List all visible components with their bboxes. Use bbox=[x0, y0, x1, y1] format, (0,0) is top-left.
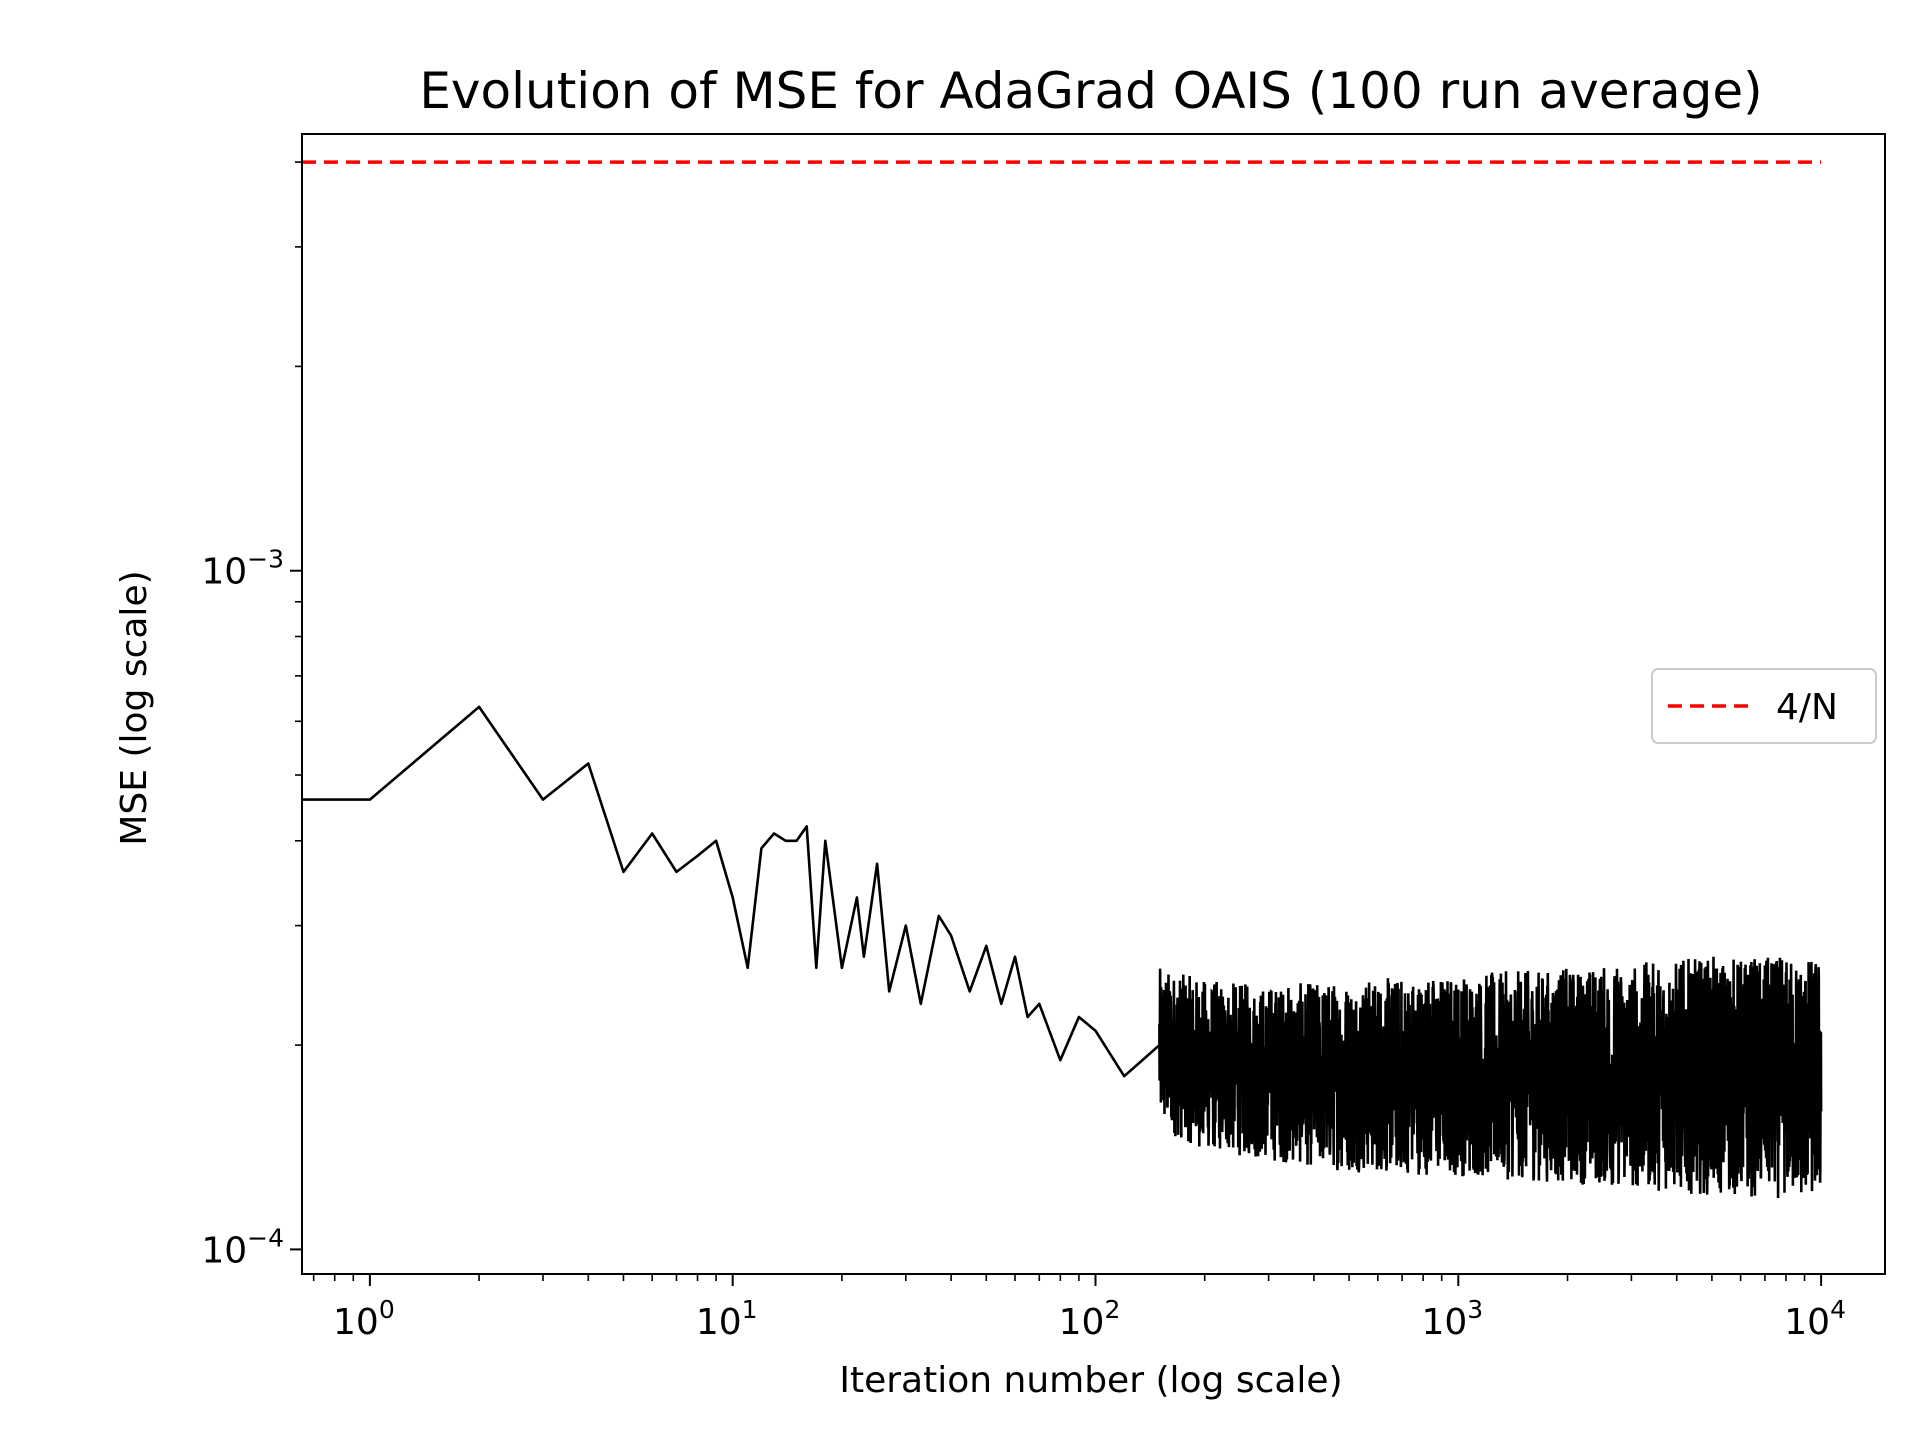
y-tick-label: 10−3 bbox=[201, 545, 284, 593]
legend: 4/N bbox=[1651, 668, 1877, 744]
x-tick-label: 100 bbox=[333, 1295, 395, 1343]
plot-area bbox=[302, 160, 1823, 1199]
y-axis-label: MSE (log scale) bbox=[114, 570, 155, 845]
x-tick-label: 101 bbox=[696, 1295, 758, 1343]
series-mse-line bbox=[302, 705, 1822, 1095]
y-tick-label: 10−4 bbox=[201, 1223, 284, 1271]
axes: 100 101 102 103 104 10−4 10−3 bbox=[201, 133, 1886, 1343]
legend-label-4-over-n: 4/N bbox=[1776, 687, 1838, 728]
x-axis-label: Iteration number (log scale) bbox=[839, 1360, 1342, 1401]
x-tick-label: 103 bbox=[1421, 1295, 1483, 1343]
x-tick-label: 102 bbox=[1059, 1295, 1121, 1343]
legend-box bbox=[1651, 668, 1877, 744]
x-tick-label: 104 bbox=[1784, 1295, 1846, 1343]
series-mse-noise bbox=[1158, 956, 1823, 1199]
axes-frame bbox=[301, 133, 1886, 1275]
chart-title: Evolution of MSE for AdaGrad OAIS (100 r… bbox=[419, 62, 1762, 120]
